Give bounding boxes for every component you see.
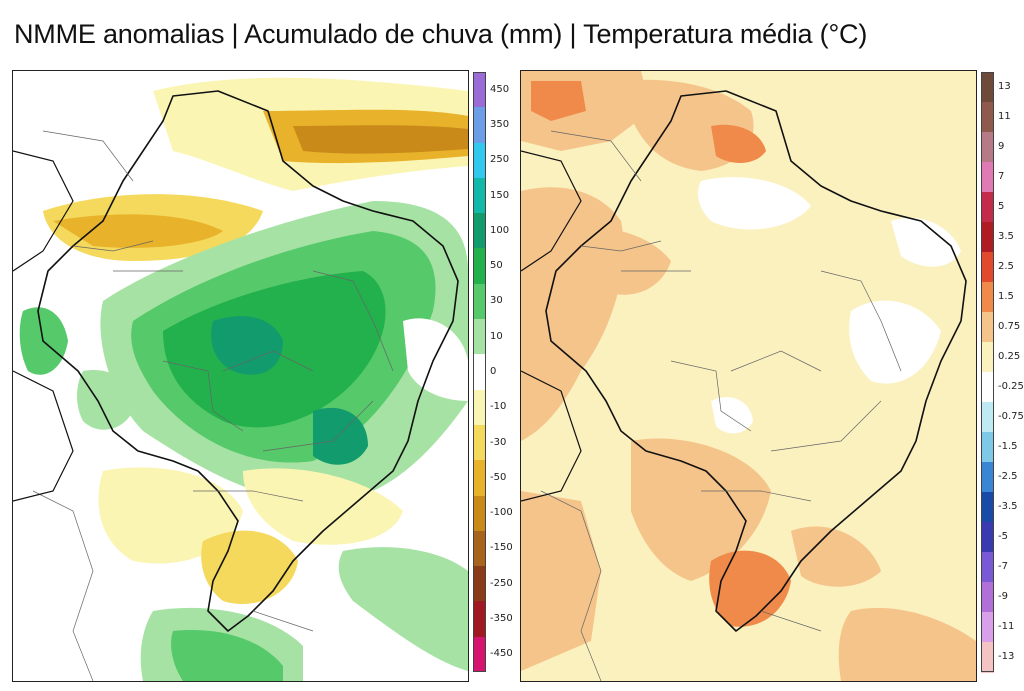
- precipitation-colorbar: 450 350 250 150 100 50 30 10 0 -10 -30 -50 -100 -150-…: [473, 70, 513, 680]
- colorbar-swatch: [981, 102, 994, 133]
- colorbar-swatch: [981, 432, 994, 463]
- precipitation-map: [12, 70, 469, 682]
- colorbar-label: 0.25: [998, 351, 1021, 362]
- colorbar-swatch: [473, 72, 486, 108]
- colorbar-label: 30: [490, 295, 503, 307]
- colorbar-label: -9: [998, 591, 1008, 602]
- colorbar-label: 150: [490, 189, 510, 201]
- colorbar-swatch: [473, 424, 486, 461]
- colorbar-label: -1.5: [998, 441, 1018, 452]
- colorbar-label: 250: [490, 154, 510, 166]
- colorbar-label: -5: [998, 531, 1008, 542]
- colorbar-swatch: [981, 372, 994, 403]
- colorbar-swatch: [473, 566, 486, 602]
- colorbar-swatch: [473, 142, 486, 179]
- temperature-map: [520, 70, 977, 682]
- colorbar-swatch: [981, 312, 994, 343]
- colorbar-label: -0.75: [998, 411, 1024, 422]
- colorbar-swatch: [473, 213, 486, 249]
- colorbar-label: -11: [998, 621, 1015, 632]
- precipitation-panel: 450 350 250 150 100 50 30 10 0 -10 -30 -50 -100 -150-…: [12, 70, 513, 682]
- colorbar-label: 350: [490, 118, 510, 130]
- colorbar-label: 50: [490, 260, 503, 272]
- colorbar-swatch: [981, 522, 994, 553]
- colorbar-frame: [473, 72, 486, 672]
- colorbar-swatch: [981, 282, 994, 313]
- colorbar-label: 9: [998, 141, 1005, 152]
- colorbar-swatch: [473, 636, 486, 673]
- colorbar-label: 3.5: [998, 231, 1014, 242]
- colorbar-label: 2.5: [998, 261, 1014, 272]
- colorbar-swatch: [981, 342, 994, 373]
- colorbar-swatch: [981, 462, 994, 493]
- temperature-colorbar: 13 11 9 7 5 3.5 2.5 1.5 0.75 0.25 -0.25 -0.75 -1.5 -2…: [981, 70, 1024, 680]
- colorbar-label: 11: [998, 111, 1011, 122]
- colorbar-label: 0.75: [998, 321, 1021, 332]
- precipitation-map-graphic: [13, 71, 468, 681]
- colorbar-label: 100: [490, 224, 510, 236]
- colorbar-swatch: [981, 192, 994, 223]
- colorbar-swatch: [473, 319, 486, 355]
- colorbar-label: -13: [998, 651, 1015, 662]
- colorbar-swatch: [981, 162, 994, 193]
- colorbar-label: -30: [490, 436, 507, 448]
- colorbar-label: 7: [998, 171, 1005, 182]
- colorbar-swatch: [981, 582, 994, 613]
- colorbar-label: -0.25: [998, 381, 1024, 392]
- colorbar-label: -50: [490, 471, 507, 483]
- colorbar-label: -350: [490, 613, 513, 625]
- colorbar-label: -150: [490, 542, 513, 554]
- colorbar-label: -450: [490, 648, 513, 660]
- colorbar-swatch: [473, 601, 486, 638]
- colorbar-label: 450: [490, 83, 510, 95]
- colorbar-swatch: [473, 354, 486, 391]
- colorbar-swatch: [473, 248, 486, 285]
- colorbar-swatch: [981, 222, 994, 253]
- colorbar-frame: [981, 72, 994, 672]
- colorbar-label: -3.5: [998, 501, 1018, 512]
- colorbar-swatch: [473, 495, 486, 532]
- colorbar-swatch: [981, 492, 994, 523]
- colorbar-swatch: [981, 612, 994, 643]
- colorbar-label: 10: [490, 330, 503, 342]
- colorbar-swatch: [473, 530, 486, 567]
- colorbar-swatch: [981, 402, 994, 433]
- colorbar-label: -250: [490, 577, 513, 589]
- colorbar-swatch: [473, 177, 486, 214]
- colorbar-swatch: [981, 252, 994, 283]
- colorbar-swatch: [473, 283, 486, 320]
- colorbar-label: -100: [490, 507, 513, 519]
- colorbar-label: 5: [998, 201, 1005, 212]
- colorbar-label: 0: [490, 366, 497, 377]
- colorbar-label: 13: [998, 81, 1011, 92]
- colorbar-swatch: [473, 389, 486, 426]
- colorbar-swatch: [981, 132, 994, 163]
- temperature-panel: 13 11 9 7 5 3.5 2.5 1.5 0.75 0.25 -0.25 -0.75 -1.5 -2…: [520, 70, 1024, 682]
- colorbar-swatch: [473, 107, 486, 144]
- colorbar-label: -10: [490, 401, 507, 413]
- figure-title: NMME anomalias | Acumulado de chuva (mm)…: [14, 19, 868, 49]
- colorbar-swatch: [473, 460, 486, 497]
- colorbar-swatch: [981, 552, 994, 583]
- temperature-map-graphic: [521, 71, 976, 681]
- colorbar-label: -7: [998, 561, 1008, 572]
- colorbar-swatch: [981, 72, 994, 103]
- colorbar-swatch: [981, 642, 994, 673]
- colorbar-label: 1.5: [998, 291, 1014, 302]
- colorbar-label: -2.5: [998, 471, 1018, 482]
